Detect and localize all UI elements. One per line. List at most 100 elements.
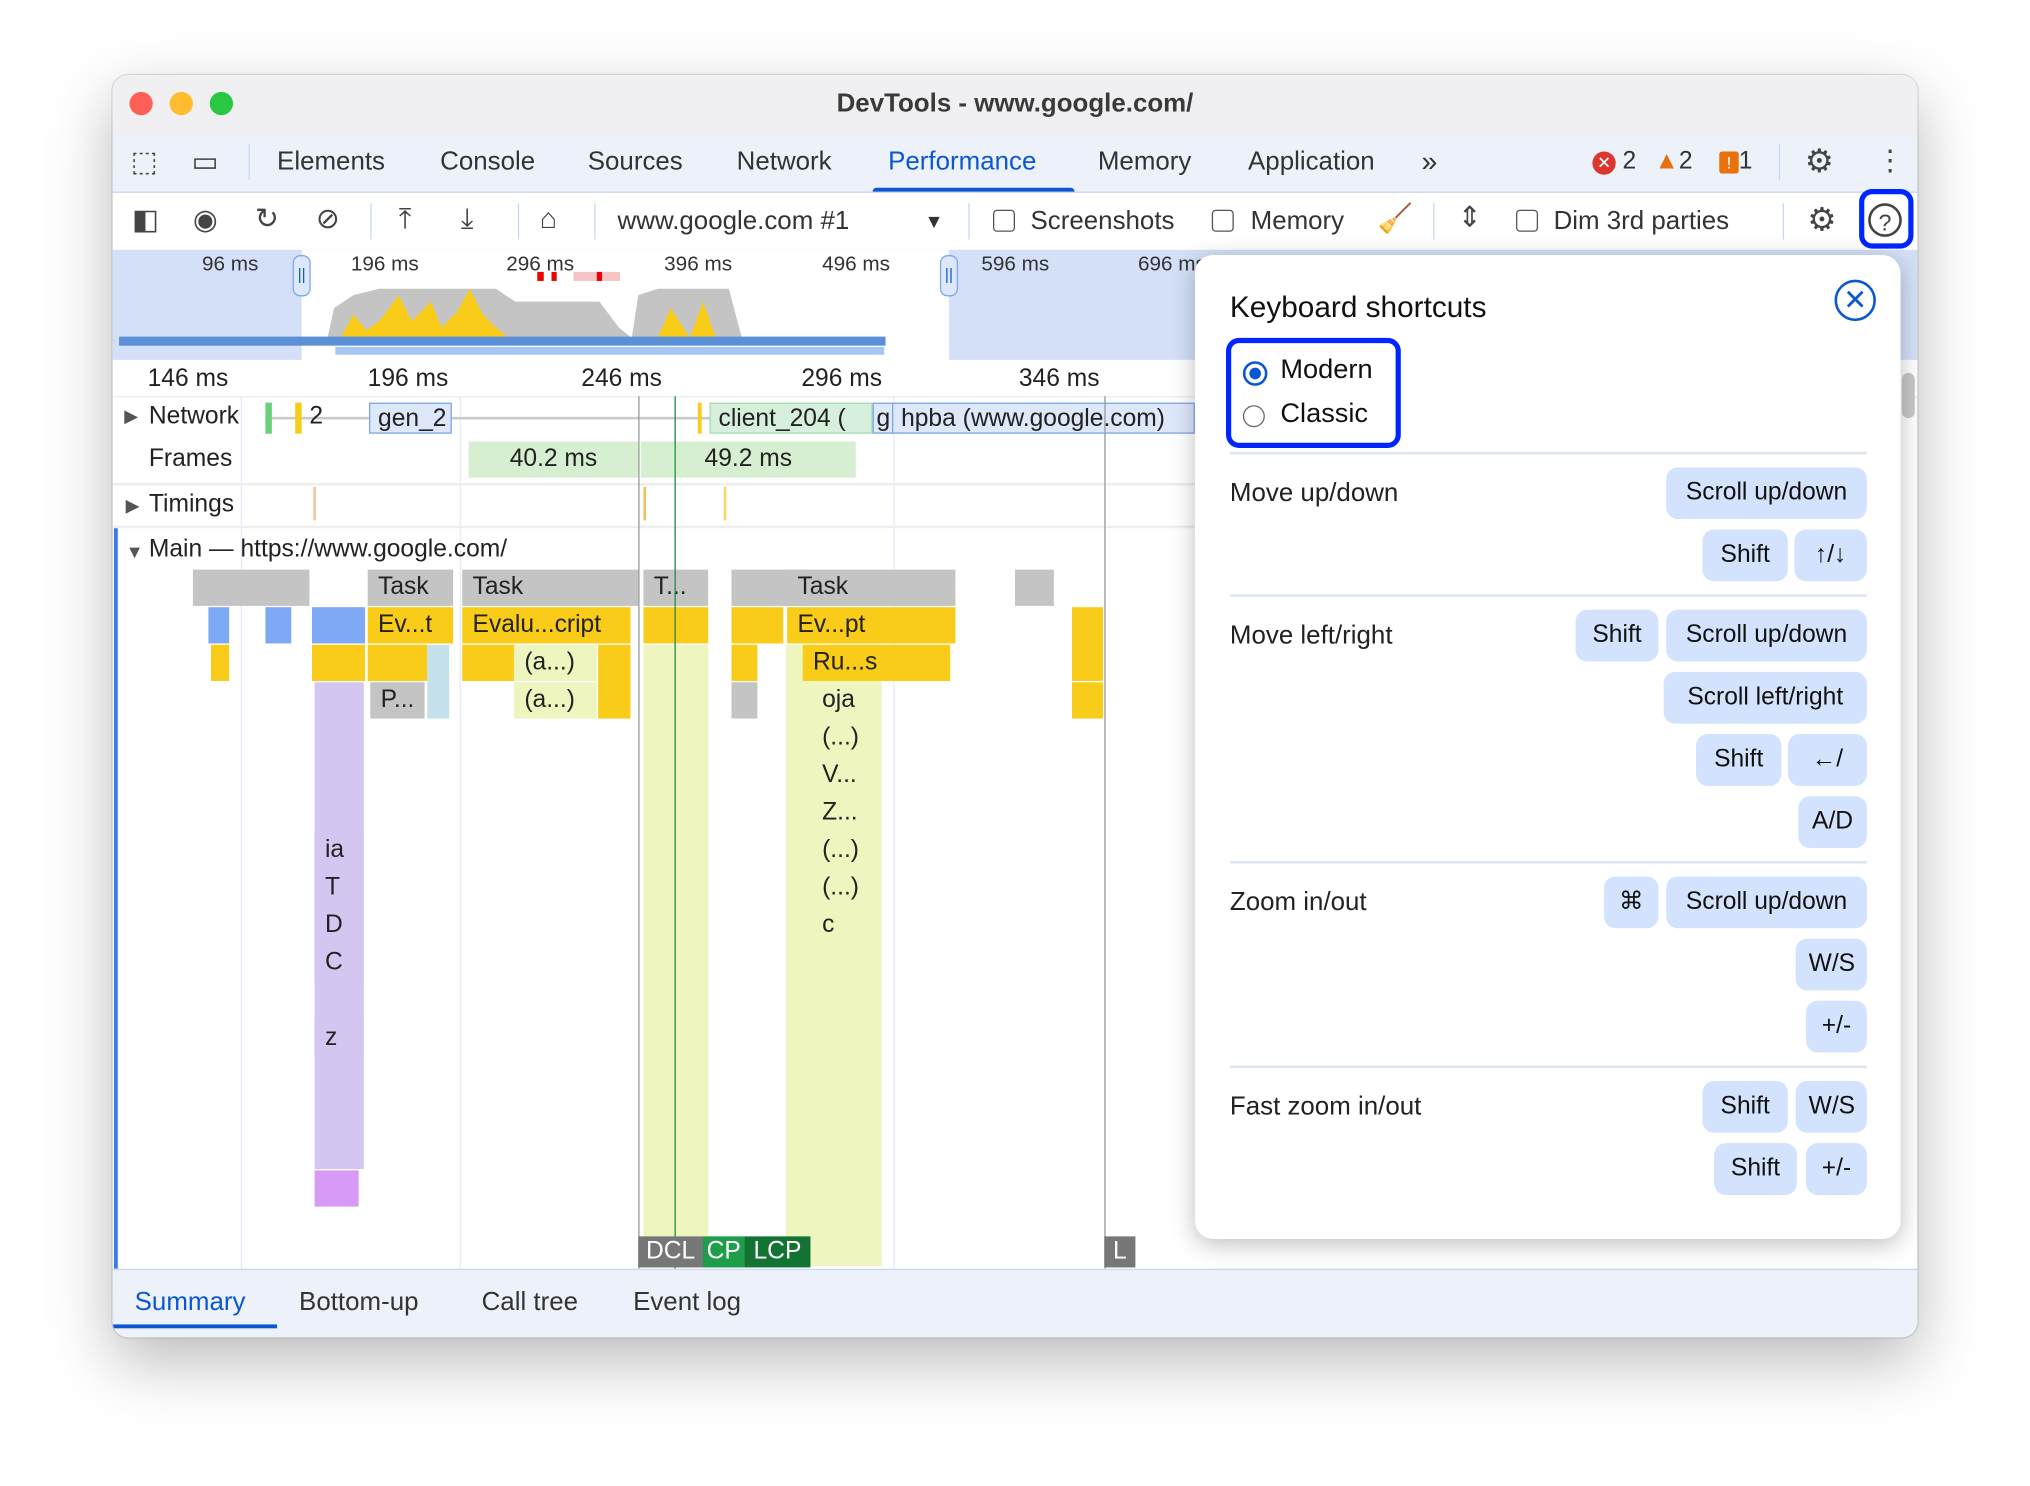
task-bar[interactable] bbox=[1014, 569, 1054, 606]
evaluate-script-bar[interactable]: Ev...pt bbox=[787, 607, 956, 644]
recording-select[interactable]: www.google.com #1 ▼ bbox=[618, 193, 948, 250]
overview-left-handle[interactable]: || bbox=[292, 255, 311, 297]
script-bar[interactable] bbox=[427, 644, 450, 719]
tab-event-log[interactable]: Event log bbox=[633, 1288, 742, 1317]
modern-radio[interactable] bbox=[1242, 361, 1268, 386]
lcp-marker[interactable]: LCP bbox=[744, 1236, 811, 1268]
tab-application[interactable]: Application bbox=[1248, 147, 1375, 177]
task-bar[interactable]: Task bbox=[787, 569, 956, 606]
tab-elements[interactable]: Elements bbox=[277, 147, 385, 177]
function-call-bar[interactable]: (a...) bbox=[513, 644, 597, 681]
scrollbar-thumb[interactable] bbox=[1901, 372, 1915, 419]
reload-record-icon[interactable]: ↻ bbox=[255, 201, 279, 235]
script-bar[interactable] bbox=[731, 644, 758, 681]
classic-radio[interactable] bbox=[1242, 405, 1265, 428]
function-call-bar[interactable]: V... bbox=[811, 757, 880, 794]
inspect-element-icon[interactable]: ⬚ bbox=[130, 144, 158, 178]
shortcuts-help-icon[interactable]: ? bbox=[1868, 203, 1902, 237]
timing-marker[interactable] bbox=[313, 486, 316, 521]
task-bar[interactable] bbox=[192, 569, 310, 606]
device-toolbar-icon[interactable]: ▭ bbox=[191, 144, 219, 178]
function-call-bar[interactable]: D bbox=[314, 907, 364, 944]
tab-summary[interactable]: Summary bbox=[134, 1288, 246, 1317]
warning-count[interactable]: ▲2 bbox=[1655, 148, 1693, 176]
timings-track-label[interactable]: Timings bbox=[148, 490, 235, 518]
function-call-bar[interactable]: (...) bbox=[811, 869, 880, 907]
evaluate-script-bar[interactable]: Evalu...cript bbox=[462, 607, 631, 644]
upload-icon[interactable]: ⤒ bbox=[398, 201, 412, 235]
script-bar[interactable] bbox=[598, 644, 631, 719]
network-request[interactable]: gen_2 bbox=[368, 402, 452, 434]
main-flame-chart[interactable]: Task Task T... Task Ev...t Evalu...cript… bbox=[113, 569, 1195, 1269]
network-request[interactable] bbox=[697, 402, 702, 434]
load-marker[interactable]: L bbox=[1104, 1236, 1136, 1268]
screenshots-checkbox[interactable] bbox=[992, 209, 1015, 232]
dim-3rd-parties-checkbox[interactable] bbox=[1516, 209, 1539, 232]
tab-sources[interactable]: Sources bbox=[587, 147, 683, 177]
more-tabs-icon[interactable]: » bbox=[1421, 144, 1438, 178]
download-icon[interactable]: ⤓ bbox=[460, 201, 474, 235]
task-bar[interactable]: Task bbox=[367, 569, 454, 606]
expand-timings-icon[interactable]: ▶ bbox=[125, 494, 140, 516]
network-request[interactable] bbox=[295, 402, 302, 434]
event-bar[interactable] bbox=[312, 607, 366, 644]
issue-count[interactable]: ! 1 bbox=[1719, 148, 1752, 176]
network-request[interactable]: client_204 ( bbox=[709, 402, 873, 434]
sidebar-toggle-icon[interactable]: ◧ bbox=[132, 203, 159, 236]
rendering-bar[interactable] bbox=[314, 1170, 359, 1207]
evaluate-script-bar[interactable]: Ev...t bbox=[367, 607, 454, 644]
script-bar[interactable] bbox=[1071, 607, 1104, 681]
tab-performance[interactable]: Performance bbox=[888, 147, 1037, 177]
script-bar[interactable] bbox=[731, 607, 784, 644]
script-bar[interactable] bbox=[462, 644, 514, 681]
fcp-marker[interactable]: CP bbox=[702, 1236, 745, 1268]
overview-right-handle[interactable]: || bbox=[939, 255, 959, 297]
error-count[interactable]: ✕ 2 bbox=[1592, 148, 1636, 176]
modern-label[interactable]: Modern bbox=[1280, 354, 1373, 385]
function-call-bar[interactable]: ia bbox=[314, 832, 364, 869]
tab-bottom-up[interactable]: Bottom-up bbox=[299, 1288, 419, 1317]
function-call-bar[interactable]: Z... bbox=[811, 794, 880, 832]
function-call-bar[interactable]: (...) bbox=[811, 832, 880, 869]
frame-block[interactable]: 40.2 ms bbox=[468, 441, 639, 478]
task-bar[interactable] bbox=[731, 682, 758, 719]
event-bar[interactable] bbox=[208, 607, 230, 644]
function-call-bar[interactable]: C bbox=[314, 945, 364, 982]
classic-label[interactable]: Classic bbox=[1280, 398, 1369, 429]
function-call-bar[interactable]: z bbox=[314, 1020, 364, 1057]
close-dialog-button[interactable]: ✕ bbox=[1834, 279, 1876, 322]
clear-icon[interactable]: ⊘ bbox=[315, 201, 340, 235]
function-call-bar[interactable]: oja bbox=[811, 682, 880, 719]
network-request[interactable] bbox=[265, 402, 272, 434]
tab-network[interactable]: Network bbox=[736, 147, 832, 177]
network-request[interactable]: hpba (www.google.com) bbox=[892, 402, 1195, 434]
collapse-main-icon[interactable]: ▼ bbox=[125, 541, 144, 562]
function-call-bar[interactable]: (...) bbox=[811, 719, 880, 757]
function-call-bar[interactable]: T bbox=[314, 869, 364, 907]
minimize-window-button[interactable] bbox=[169, 91, 193, 116]
run-microtasks-bar[interactable]: Ru...s bbox=[802, 644, 951, 681]
script-bar[interactable] bbox=[211, 644, 230, 681]
tab-console[interactable]: Console bbox=[440, 147, 536, 177]
script-bar[interactable] bbox=[312, 644, 366, 681]
expand-network-icon[interactable]: ▶ bbox=[124, 405, 139, 426]
script-bar[interactable] bbox=[1071, 682, 1104, 719]
tab-call-tree[interactable]: Call tree bbox=[481, 1288, 579, 1317]
close-window-button[interactable] bbox=[129, 91, 153, 116]
memory-checkbox[interactable] bbox=[1211, 209, 1234, 232]
function-call-bar[interactable]: (a...) bbox=[513, 682, 597, 719]
record-icon[interactable]: ◉ bbox=[192, 203, 218, 236]
more-options-icon[interactable]: ⋮ bbox=[1875, 143, 1905, 177]
frame-block[interactable]: 49.2 ms bbox=[640, 441, 856, 478]
network-request-label[interactable]: 2 bbox=[309, 402, 324, 430]
parse-bar[interactable]: P... bbox=[370, 682, 425, 719]
dcl-marker[interactable]: DCL bbox=[638, 1236, 703, 1268]
home-icon[interactable]: ⌂ bbox=[539, 201, 558, 235]
timing-marker[interactable] bbox=[643, 486, 647, 521]
collapse-tracks-icon[interactable]: ⇕ bbox=[1457, 200, 1482, 234]
event-bar[interactable] bbox=[265, 607, 292, 644]
timing-marker[interactable] bbox=[723, 486, 727, 521]
network-track[interactable]: ▶ Network 2 gen_2 client_204 ( g hpba (w… bbox=[113, 400, 1195, 436]
tab-memory[interactable]: Memory bbox=[1097, 147, 1192, 177]
settings-gear-icon[interactable]: ⚙ bbox=[1804, 143, 1834, 180]
